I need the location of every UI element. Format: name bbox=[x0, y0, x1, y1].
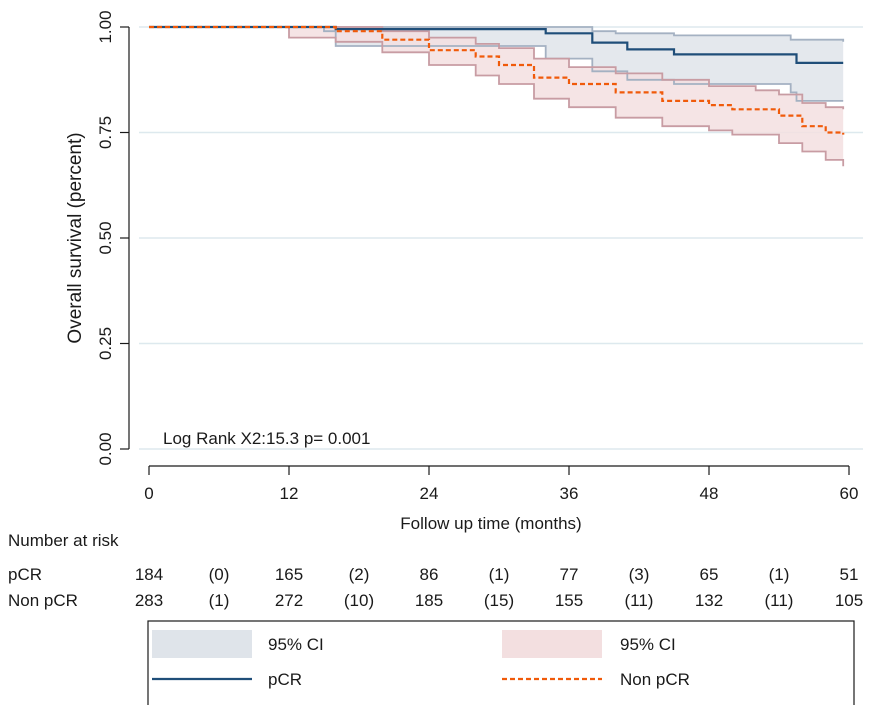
x-axis-label: Follow up time (months) bbox=[400, 514, 581, 533]
x-tick-label-0: 0 bbox=[144, 484, 153, 503]
risk-value-pcr-10: 51 bbox=[840, 565, 859, 584]
ci-band-non-pcr bbox=[149, 27, 844, 167]
y-tick-label-1.00: 1.00 bbox=[96, 10, 115, 43]
legend-label-pcr: pCR bbox=[268, 670, 302, 689]
risk-value-non-pcr-6: 155 bbox=[555, 591, 583, 610]
risk-value-non-pcr-10: 105 bbox=[835, 591, 863, 610]
risk-value-non-pcr-2: 272 bbox=[275, 591, 303, 610]
risk-value-non-pcr-8: 132 bbox=[695, 591, 723, 610]
log-rank-annotation: Log Rank X2:15.3 p= 0.001 bbox=[163, 429, 370, 448]
legend-label-pcr-ci: 95% CI bbox=[268, 635, 324, 654]
risk-value-non-pcr-3: (10) bbox=[344, 591, 374, 610]
risk-value-pcr-5: (1) bbox=[489, 565, 510, 584]
ci-lower-pcr bbox=[149, 26, 844, 102]
risk-value-non-pcr-9: (11) bbox=[765, 591, 794, 610]
ci-upper-pcr bbox=[149, 26, 845, 42]
y-tick-label-0.50: 0.50 bbox=[96, 221, 115, 254]
risk-value-pcr-1: (0) bbox=[209, 565, 230, 584]
risk-value-pcr-4: 86 bbox=[420, 565, 439, 584]
legend-swatch-non-pcr-ci bbox=[502, 630, 602, 658]
x-tick-label-36: 36 bbox=[560, 484, 579, 503]
risk-row-label-pcr: pCR bbox=[8, 565, 42, 584]
risk-value-pcr-0: 184 bbox=[135, 565, 163, 584]
ci-lower-non-pcr bbox=[149, 26, 845, 167]
grid bbox=[139, 26, 863, 450]
axes: 0.00 0.25 0.50 0.75 1.00 0 12 24 36 48 60 bbox=[96, 10, 858, 503]
risk-value-pcr-7: (3) bbox=[629, 565, 650, 584]
ci-upper-non-pcr bbox=[149, 26, 845, 110]
risk-value-non-pcr-5: (15) bbox=[484, 591, 514, 610]
risk-value-pcr-8: 65 bbox=[700, 565, 719, 584]
x-tick-label-60: 60 bbox=[840, 484, 859, 503]
risk-value-non-pcr-7: (11) bbox=[625, 591, 654, 610]
legend-label-non-pcr: Non pCR bbox=[620, 670, 690, 689]
survival-line-non-pcr bbox=[149, 25, 845, 135]
y-tick-label-0.25: 0.25 bbox=[96, 327, 115, 360]
ci-band-pcr bbox=[149, 27, 844, 101]
risk-value-pcr-6: 77 bbox=[560, 565, 579, 584]
legend-swatch-pcr-ci bbox=[152, 630, 252, 658]
legend: 95% CI 95% CI pCR Non pCR bbox=[147, 620, 855, 707]
y-tick-label-0.75: 0.75 bbox=[96, 116, 115, 149]
risk-value-pcr-3: (2) bbox=[349, 565, 370, 584]
survival-lines bbox=[149, 25, 845, 135]
y-axis-label: Overall survival (percent) bbox=[65, 132, 86, 343]
risk-value-non-pcr-1: (1) bbox=[209, 591, 230, 610]
x-tick-label-12: 12 bbox=[280, 484, 299, 503]
y-tick-label-0.00: 0.00 bbox=[96, 432, 115, 465]
legend-label-non-pcr-ci: 95% CI bbox=[620, 635, 676, 654]
x-tick-label-48: 48 bbox=[700, 484, 719, 503]
x-tick-label-24: 24 bbox=[420, 484, 439, 503]
risk-value-pcr-9: (1) bbox=[769, 565, 790, 584]
risk-value-non-pcr-4: 185 bbox=[415, 591, 443, 610]
risk-value-non-pcr-0: 283 bbox=[135, 591, 163, 610]
risk-table-values: 184 (0) 165 (2) 86 (1) 77 (3) 65 (1) 51 283 (1) 272 (1… bbox=[135, 565, 863, 610]
risk-value-pcr-2: 165 bbox=[275, 565, 303, 584]
risk-table-title: Number at risk bbox=[8, 531, 119, 550]
ci-bands bbox=[149, 26, 845, 167]
risk-row-label-non-pcr: Non pCR bbox=[8, 591, 78, 610]
